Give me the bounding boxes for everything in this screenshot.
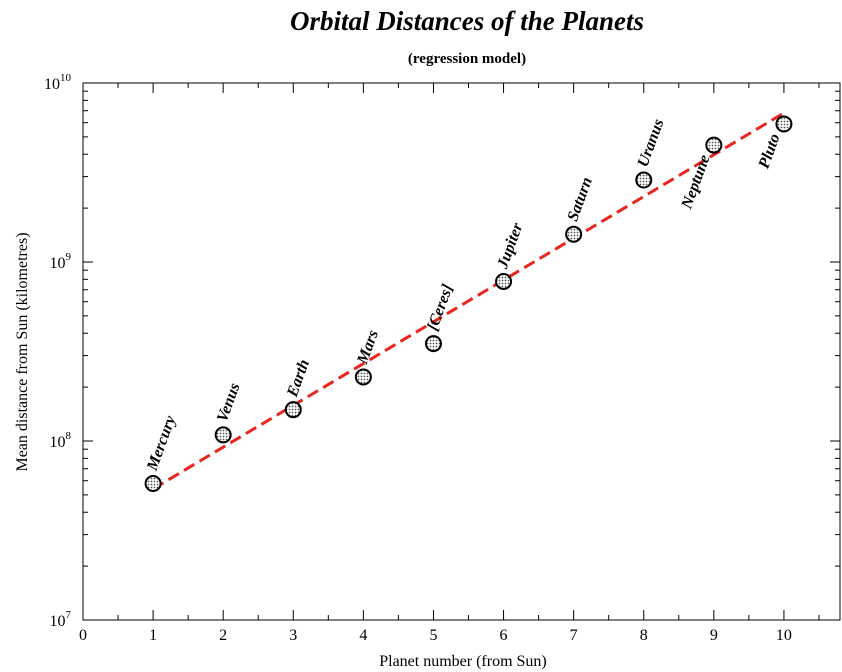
y-tick-label: 108 bbox=[50, 430, 72, 451]
planet-marker bbox=[565, 225, 583, 243]
planet-marker bbox=[635, 171, 653, 189]
x-tick-label: 2 bbox=[219, 627, 227, 644]
planet-marker bbox=[354, 368, 372, 386]
x-tick-label: 3 bbox=[289, 627, 297, 644]
x-tick-label: 0 bbox=[79, 627, 87, 644]
y-axis-label: Mean distance from Sun (kilometres) bbox=[14, 232, 31, 471]
planet-marker bbox=[495, 272, 513, 290]
y-tick-label: 107 bbox=[50, 609, 72, 630]
planet-marker bbox=[214, 426, 232, 444]
planet-marker bbox=[144, 474, 162, 492]
plot-area: 0 1 2 3 4 5 6 7 8 9 101071081091010MercuryVenusEar… bbox=[44, 72, 841, 644]
planet-label: Jupiter bbox=[494, 220, 527, 272]
chart-title: Orbital Distances of the Planets bbox=[290, 6, 644, 36]
x-tick-label: 1 bbox=[149, 627, 157, 644]
regression-line bbox=[152, 111, 785, 491]
chart-subtitle: (regression model) bbox=[408, 51, 526, 67]
y-tick-exponent: 10 bbox=[60, 72, 72, 84]
planet-marker bbox=[284, 401, 302, 419]
planet-label: [Ceres] bbox=[424, 282, 456, 333]
x-tick-label: 6 bbox=[500, 627, 508, 644]
planet-label: Pluto bbox=[755, 132, 783, 172]
planet-label: Neptune bbox=[678, 153, 713, 212]
y-tick-base: 10 bbox=[44, 76, 60, 93]
y-tick-exponent: 8 bbox=[66, 430, 72, 442]
planet-marker bbox=[705, 136, 723, 154]
x-tick-label: 8 bbox=[640, 627, 648, 644]
planet-marker bbox=[424, 335, 442, 353]
y-tick-label: 109 bbox=[50, 251, 72, 272]
plot-frame bbox=[82, 82, 841, 621]
y-tick-base: 10 bbox=[50, 434, 66, 451]
planet-label: Venus bbox=[214, 381, 244, 424]
planet-label: Uranus bbox=[635, 117, 668, 170]
planet-label: Earth bbox=[284, 357, 313, 400]
y-tick-label: 1010 bbox=[44, 72, 72, 93]
planet-label: Mercury bbox=[144, 413, 180, 474]
planet-label: Mars bbox=[354, 328, 382, 367]
x-tick-label: 7 bbox=[570, 627, 578, 644]
x-axis-label: Planet number (from Sun) bbox=[379, 653, 547, 670]
y-tick-base: 10 bbox=[50, 255, 66, 272]
x-tick-label: 9 bbox=[710, 627, 718, 644]
x-tick-label: 5 bbox=[429, 627, 437, 644]
planet-label: Saturn bbox=[564, 175, 596, 224]
planet-marker bbox=[775, 115, 793, 133]
y-tick-base: 10 bbox=[50, 613, 66, 630]
y-tick-exponent: 9 bbox=[66, 251, 72, 263]
y-tick-exponent: 7 bbox=[66, 609, 72, 621]
x-tick-label: 4 bbox=[359, 627, 367, 644]
x-tick-label: 10 bbox=[776, 627, 792, 644]
